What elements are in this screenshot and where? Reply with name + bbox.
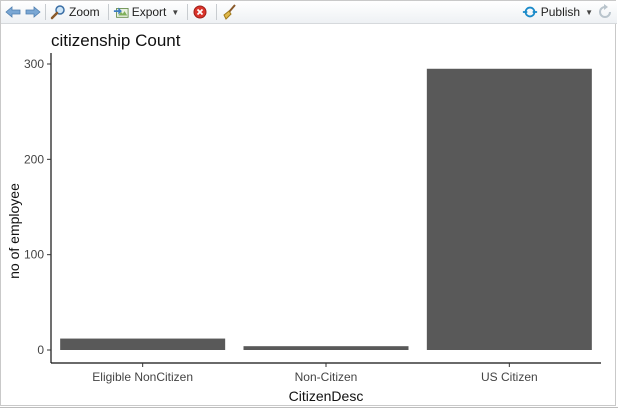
plot-area: citizenship Count 0 100 200 300 Eligible Non…: [1, 23, 617, 407]
zoom-button[interactable]: Zoom: [50, 1, 100, 23]
refresh-icon: [597, 4, 613, 20]
window-bottom-edge: [0, 407, 618, 417]
plot-toolbar: Zoom Export ▼ Publish ▼: [1, 1, 617, 24]
forward-button[interactable]: [25, 1, 41, 23]
arrow-right-icon: [25, 4, 41, 20]
chevron-down-icon: ▼: [585, 7, 593, 17]
broom-icon: [221, 4, 237, 20]
y-tick-label: 0: [37, 343, 44, 357]
x-tick-label: Eligible NonCitizen: [92, 370, 193, 384]
remove-plot-button[interactable]: [192, 1, 208, 23]
clear-plots-button[interactable]: [221, 1, 237, 23]
toolbar-divider: [45, 4, 46, 20]
bar: [60, 338, 226, 350]
export-label: Export: [131, 5, 167, 19]
x-tick-label: Non-Citizen: [295, 370, 358, 384]
back-button[interactable]: [5, 1, 21, 23]
bar: [243, 346, 409, 350]
x-tick-label: US Citizen: [481, 370, 538, 384]
export-image-icon: [113, 4, 129, 20]
plot-window: Zoom Export ▼ Publish ▼: [0, 0, 617, 407]
y-tick-label: 100: [24, 248, 44, 262]
chevron-down-icon: ▼: [171, 7, 180, 17]
chart-bars: [60, 68, 592, 350]
toolbar-divider: [107, 4, 109, 20]
magnifier-icon: [50, 4, 66, 20]
publish-icon: [522, 4, 538, 20]
y-tick-label: 200: [24, 152, 44, 166]
toolbar-divider: [216, 4, 218, 20]
bar-chart: citizenship Count 0 100 200 300 Eligible Non…: [6, 31, 601, 404]
refresh-button[interactable]: [597, 4, 613, 20]
publish-label: Publish: [540, 5, 581, 19]
y-axis-title: no of employee: [6, 183, 22, 279]
zoom-label: Zoom: [69, 5, 100, 19]
export-menu-button[interactable]: Export ▼: [113, 1, 180, 23]
chart-ticks: 0 100 200 300 Eligible NonCitizen Non-Citizen…: [24, 57, 538, 384]
y-tick-label: 300: [24, 57, 44, 71]
bar: [426, 68, 592, 350]
arrow-left-icon: [5, 4, 21, 20]
toolbar-divider: [187, 4, 189, 20]
remove-plot-icon: [192, 4, 208, 20]
x-axis-title: CitizenDesc: [289, 388, 364, 404]
chart-title: citizenship Count: [51, 31, 181, 50]
publish-menu-button[interactable]: Publish ▼: [522, 1, 593, 23]
